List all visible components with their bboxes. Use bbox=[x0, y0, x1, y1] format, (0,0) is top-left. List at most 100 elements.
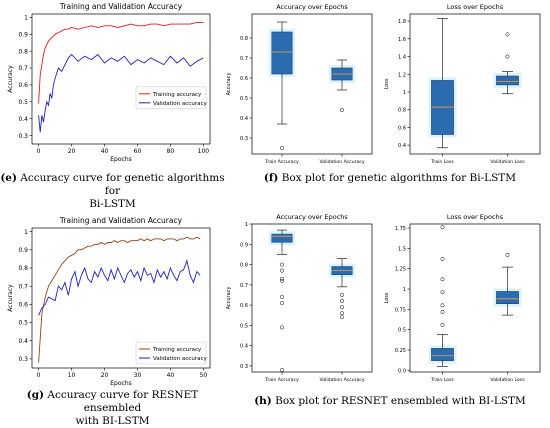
y-axis-label: Loss bbox=[384, 292, 390, 303]
y-tick-label: 0.3 bbox=[240, 364, 248, 370]
outlier-point bbox=[440, 309, 445, 314]
x-tick-label: 50 bbox=[200, 372, 208, 379]
x-axis-label: Epochs bbox=[110, 156, 132, 163]
y-tick-label: 1.25 bbox=[395, 267, 406, 273]
y-tick-label: 0.7 bbox=[18, 283, 28, 290]
plot-frame bbox=[251, 223, 373, 373]
y-tick-label: 0.25 bbox=[395, 348, 406, 354]
y-tick-label: 0.6 bbox=[18, 82, 28, 89]
box-1 bbox=[268, 21, 296, 150]
outlier-point bbox=[340, 108, 344, 112]
box-2 bbox=[493, 252, 522, 316]
chart-title: Accuracy over Epochs bbox=[276, 3, 348, 11]
outlier-point bbox=[505, 252, 510, 257]
y-tick-label: 0.9 bbox=[18, 247, 28, 254]
y-tick-label: 0.4 bbox=[240, 344, 248, 350]
x-tick-label: 100 bbox=[198, 148, 210, 155]
x-tick-label: 20 bbox=[68, 148, 76, 155]
accuracy-boxplot-chart-h: Accuracy over Epochs 0.3 0.4 0.5 0.6 0.7 0.8 0.… bbox=[226, 213, 373, 383]
x-tick-label: Train Loss bbox=[430, 159, 454, 165]
outlier-point bbox=[340, 293, 344, 297]
y-axis-label: Accuracy bbox=[7, 65, 14, 93]
caption-f: (f) Box plot for genetic algorithms for … bbox=[263, 172, 517, 184]
x-tick-label: 80 bbox=[167, 148, 175, 155]
loss-boxplot-chart-h: Loss over Epochs 0.0 0.25 0.5 0.75 1 1.25 1.5 1.… bbox=[384, 213, 541, 383]
y-tick-label: 0.7 bbox=[240, 56, 248, 62]
legend-box bbox=[135, 341, 207, 365]
x-tick-label: Train Loss bbox=[430, 377, 454, 383]
y-tick-label: 1 bbox=[24, 15, 28, 22]
box-iqr bbox=[431, 80, 454, 135]
box-iqr bbox=[271, 31, 293, 75]
chart-title: Accuracy over Epochs bbox=[276, 213, 348, 221]
x-tick-label: Train Accuracy bbox=[264, 377, 299, 383]
y-tick-label: 1.4 bbox=[398, 55, 406, 61]
y-tick-label: 0.6 bbox=[240, 303, 248, 309]
y-tick-label: 1 bbox=[403, 287, 406, 293]
plot-frame bbox=[251, 13, 373, 155]
outlier-point bbox=[340, 315, 344, 320]
x-tick-label: 20 bbox=[101, 372, 109, 379]
outlier-point bbox=[280, 268, 284, 273]
outlier-point bbox=[280, 325, 284, 330]
y-tick-label: 1 bbox=[403, 90, 406, 96]
chart-title: Loss over Epochs bbox=[447, 3, 504, 11]
outlier-point bbox=[340, 311, 344, 316]
accuracy-boxplot-chart-f: Accuracy over Epochs 0.3 0.4 0.5 0.6 0.7 0.8 Ac… bbox=[226, 3, 373, 165]
caption-e: (e) Accuracy curve for genetic algorithm… bbox=[0, 172, 225, 210]
y-tick-label: 1.5 bbox=[398, 246, 406, 252]
x-tick-label: 30 bbox=[134, 372, 142, 379]
y-tick-label: 0.5 bbox=[18, 99, 28, 106]
y-tick-label: 1 bbox=[245, 222, 248, 228]
outlier-point bbox=[440, 322, 445, 327]
y-tick-label: 1.2 bbox=[398, 72, 406, 78]
legend-box bbox=[135, 86, 207, 110]
plot-frame bbox=[409, 223, 541, 373]
accuracy-curve-chart-e: Training and Validation Accuracy 0.3 0.4 0.… bbox=[7, 2, 211, 163]
y-tick-label: 0.6 bbox=[18, 302, 28, 309]
y-tick-label: 1.6 bbox=[398, 37, 406, 43]
outlier-point bbox=[440, 303, 445, 308]
outlier-point bbox=[280, 278, 284, 283]
plot-frame bbox=[31, 13, 211, 145]
caption-g: (g) Accuracy curve for RESNET ensembled w… bbox=[26, 389, 199, 427]
outlier-point bbox=[440, 277, 445, 282]
outlier-point bbox=[340, 299, 344, 303]
loss-boxplot-chart-f: Loss over Epochs 0.4 0.6 0.8 1 1.2 1.4 1.6 1.8 Lo… bbox=[384, 3, 541, 165]
y-tick-label: 0.4 bbox=[398, 143, 406, 149]
x-tick-label: 40 bbox=[101, 148, 109, 155]
y-tick-label: 0.7 bbox=[240, 283, 248, 289]
y-tick-label: 1.75 bbox=[395, 226, 406, 232]
series-line-1 bbox=[38, 236, 201, 363]
y-tick-label: 0.4 bbox=[240, 116, 248, 122]
y-axis-label: Loss bbox=[384, 78, 390, 89]
outlier-point bbox=[505, 54, 510, 59]
x-tick-label: Train Accuracy bbox=[264, 159, 299, 165]
box-iqr bbox=[496, 75, 519, 86]
legend-label: Training accuracy bbox=[152, 92, 202, 98]
outlier-point bbox=[280, 146, 284, 150]
y-tick-label: 0.75 bbox=[395, 307, 406, 313]
legend-label: Validation accuracy bbox=[153, 356, 207, 362]
x-tick-label: 0 bbox=[37, 148, 41, 155]
outlier-point bbox=[440, 225, 445, 230]
legend: Training accuracy Validation accuracy bbox=[135, 341, 207, 365]
y-tick-label: 0.8 bbox=[18, 48, 28, 55]
outlier-point bbox=[340, 305, 344, 310]
legend-label: Validation accuracy bbox=[153, 101, 207, 107]
y-tick-label: 0.3 bbox=[240, 136, 248, 142]
y-tick-label: 1.8 bbox=[398, 19, 406, 25]
y-tick-label: 0.3 bbox=[18, 133, 28, 140]
box-2 bbox=[328, 258, 356, 320]
x-tick-label: 10 bbox=[68, 372, 76, 379]
box-iqr bbox=[496, 291, 519, 304]
y-tick-label: 0.8 bbox=[18, 265, 28, 272]
y-tick-label: 0.9 bbox=[18, 31, 28, 38]
legend: Training accuracy Validation accuracy bbox=[135, 86, 207, 110]
outlier-point bbox=[280, 301, 284, 306]
y-axis-label: Accuracy bbox=[226, 287, 232, 310]
y-tick-label: 0.8 bbox=[240, 36, 248, 42]
outlier-point bbox=[280, 262, 284, 267]
y-tick-label: 0.5 bbox=[240, 96, 248, 102]
x-tick-label: Validation Accuracy bbox=[319, 377, 364, 383]
